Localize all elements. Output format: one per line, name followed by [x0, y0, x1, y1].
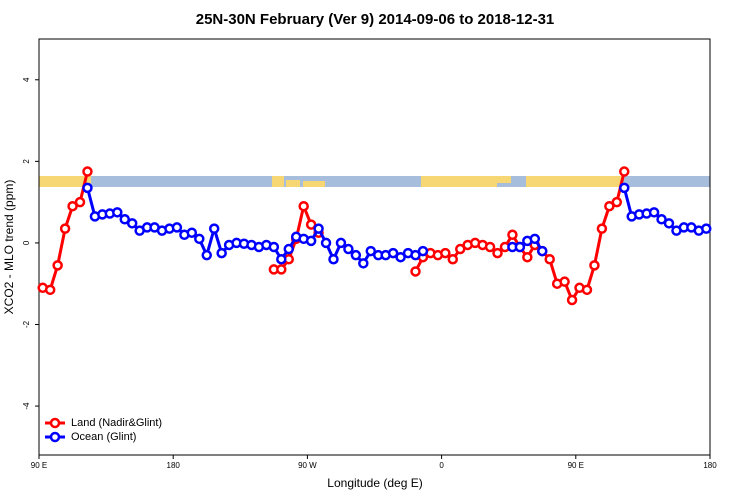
y-axis-label: XCO2 - MLO trend (ppm) [2, 180, 16, 315]
point [701, 223, 712, 234]
point [313, 223, 324, 234]
ocean-band [39, 176, 710, 187]
point [194, 233, 205, 245]
point [537, 245, 548, 257]
point [663, 218, 675, 229]
point [581, 284, 593, 296]
x-tick-label: 180 [167, 461, 181, 470]
point [112, 207, 123, 218]
x-tick-label: 180 [703, 461, 717, 470]
point [82, 182, 93, 194]
point [320, 237, 332, 249]
point [559, 276, 570, 287]
point [126, 218, 138, 229]
y-tick-label: 4 [22, 77, 31, 82]
land-band [272, 176, 284, 187]
x-tick-label: 0 [439, 461, 444, 470]
point [596, 223, 608, 234]
point [59, 223, 71, 234]
land-band [39, 176, 91, 187]
land-band [497, 176, 511, 183]
point [656, 214, 667, 225]
point [604, 200, 615, 212]
point [358, 258, 369, 269]
point [82, 166, 93, 177]
point [328, 253, 339, 265]
point [298, 200, 309, 212]
point [201, 249, 212, 261]
point [67, 200, 78, 212]
chart-title: 25N-30N February (Ver 9) 2014-09-06 to 2… [196, 11, 555, 28]
point [276, 253, 287, 265]
point [454, 243, 466, 255]
point [216, 247, 227, 259]
legend-marker [49, 431, 61, 443]
land-band [526, 176, 622, 187]
point [343, 243, 354, 255]
legend-label: Ocean (Glint) [71, 431, 136, 443]
point [619, 182, 630, 194]
point [410, 249, 421, 261]
legend-marker [49, 417, 61, 429]
point [52, 260, 63, 271]
point [492, 247, 503, 259]
y-tick-label: -4 [22, 402, 31, 410]
x-tick-label: 90 W [298, 461, 317, 470]
x-tick-label: 90 E [568, 461, 584, 470]
land-band [421, 176, 497, 187]
point [529, 233, 541, 245]
point [74, 196, 86, 208]
point [276, 264, 287, 275]
point [387, 247, 399, 259]
point [305, 235, 317, 247]
point [171, 222, 183, 233]
y-tick-label: 2 [22, 159, 31, 164]
y-tick-label: 0 [22, 240, 31, 245]
x-axis-label: Longitude (deg E) [327, 476, 422, 490]
point [410, 266, 421, 277]
point [440, 247, 451, 259]
point [566, 294, 578, 306]
point [484, 241, 496, 253]
point [611, 196, 623, 208]
point [619, 166, 630, 177]
y-tick-label: -2 [22, 320, 31, 328]
point [44, 284, 56, 296]
point [283, 243, 295, 255]
point [514, 241, 526, 253]
land-band [303, 181, 325, 187]
point [522, 251, 533, 263]
point [447, 253, 459, 265]
point [648, 207, 660, 218]
point [589, 260, 600, 271]
point [365, 245, 377, 257]
point [268, 241, 280, 253]
land-ocean-band [39, 176, 710, 187]
point [395, 251, 406, 263]
point [305, 219, 317, 230]
point [417, 245, 429, 257]
point [350, 249, 362, 261]
x-tick-label: 90 E [31, 461, 47, 470]
point [208, 223, 220, 234]
plot-frame [38, 38, 711, 456]
point [335, 237, 347, 249]
point [186, 227, 198, 238]
land-band [286, 180, 300, 187]
legend-label: Land (Nadir&Glint) [71, 417, 162, 429]
point [119, 214, 130, 225]
point [507, 229, 518, 241]
point [544, 253, 555, 265]
